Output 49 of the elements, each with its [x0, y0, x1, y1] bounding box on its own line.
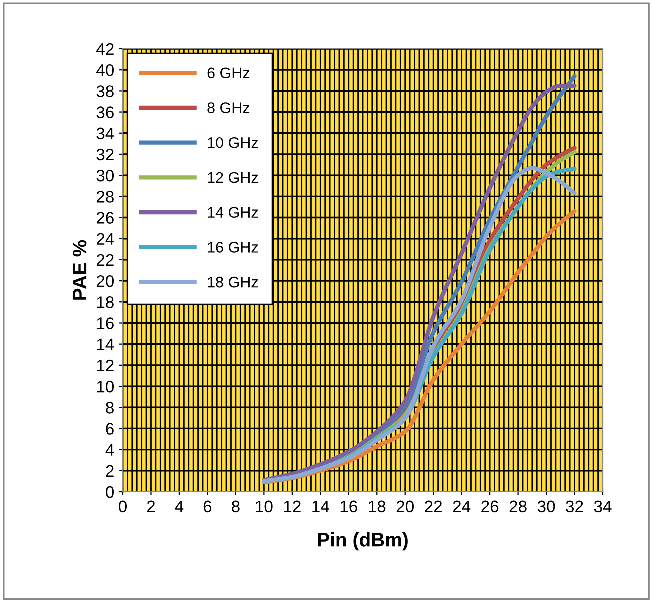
y-tick-label: 4 — [106, 444, 114, 456]
y-tick-label: 22 — [96, 254, 114, 266]
legend-label: 14 GHz — [208, 207, 258, 218]
x-tick-label: 4 — [175, 500, 184, 512]
x-tick-label: 34 — [594, 500, 612, 513]
x-tick-label: 0 — [119, 500, 127, 513]
y-tick-label: 0 — [106, 486, 114, 498]
y-tick-label: 20 — [96, 275, 114, 288]
y-tick-label: 36 — [96, 106, 114, 118]
y-tick-label: 6 — [106, 423, 114, 435]
y-tick-label: 14 — [97, 338, 114, 350]
x-tick-label: 22 — [425, 500, 442, 512]
x-tick-label: 8 — [232, 500, 240, 513]
y-tick-label: 28 — [96, 191, 114, 203]
x-tick-label: 6 — [204, 500, 212, 513]
y-tick-label: 32 — [96, 148, 114, 161]
legend-label: 8 GHz — [208, 102, 250, 114]
x-tick-label: 18 — [369, 500, 386, 513]
x-tick-label: 24 — [453, 500, 471, 512]
legend-label: 6 GHz — [208, 68, 250, 79]
x-tick-label: 14 — [312, 500, 330, 512]
y-tick-label: 2 — [106, 465, 114, 477]
x-tick-label: 30 — [538, 500, 556, 513]
y-tick-label: 38 — [96, 86, 114, 98]
x-tick-label: 26 — [482, 500, 499, 513]
y-tick-label: 34 — [96, 128, 114, 140]
x-tick-label: 2 — [147, 500, 156, 512]
x-tick-label: 16 — [340, 500, 358, 513]
y-tick-label: 24 — [96, 233, 114, 245]
x-tick-label: 32 — [566, 500, 584, 513]
y-tick-label: 10 — [97, 380, 114, 393]
legend-label: 12 GHz — [208, 172, 258, 184]
legend-label: 18 GHz — [208, 276, 258, 288]
legend-label: 16 GHz — [208, 242, 258, 253]
legend-label: 10 GHz — [208, 137, 258, 148]
y-tick-label: 18 — [97, 296, 114, 308]
y-tick-label: 8 — [106, 402, 114, 414]
x-tick-label: 12 — [284, 500, 301, 512]
y-tick-label: 42 — [96, 43, 114, 56]
y-tick-label: 16 — [97, 318, 114, 330]
x-tick-label: 10 — [256, 500, 273, 513]
x-tick-label: 28 — [510, 500, 527, 513]
y-axis-title: PAE % — [73, 240, 87, 300]
y-tick-label: 30 — [96, 170, 114, 182]
x-axis-title: Pin (dBm) — [318, 532, 408, 551]
y-tick-label: 40 — [96, 64, 114, 76]
y-tick-label: 26 — [96, 212, 114, 224]
x-tick-label: 20 — [396, 500, 414, 513]
y-tick-label: 12 — [97, 360, 114, 372]
